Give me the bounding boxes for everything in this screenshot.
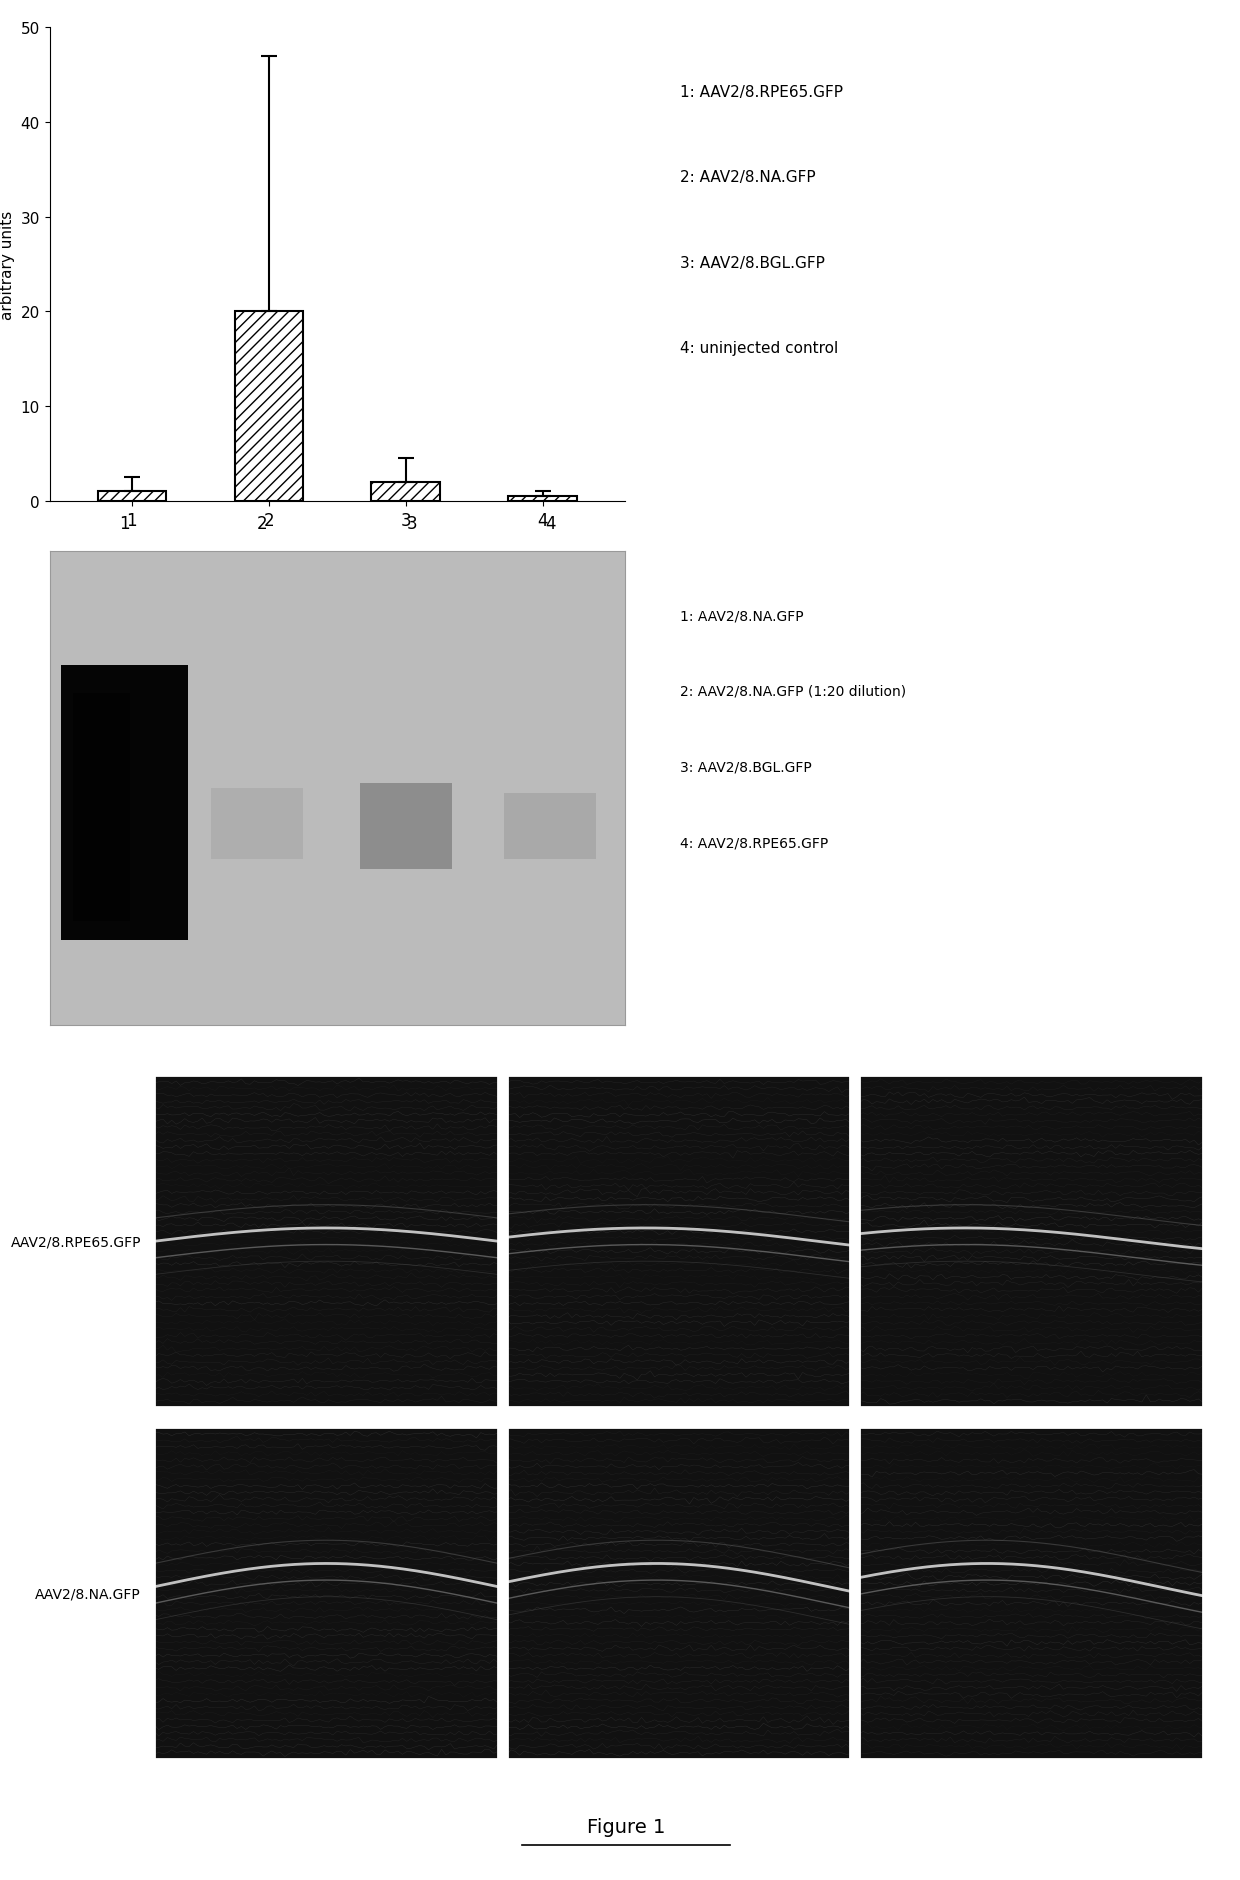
Text: 4: uninjected control: 4: uninjected control (680, 340, 838, 355)
Y-axis label: Relative mRNA expression,
arbitrary units: Relative mRNA expression, arbitrary unit… (0, 162, 15, 368)
Text: 2: AAV2/8.NA.GFP (1:20 dilution): 2: AAV2/8.NA.GFP (1:20 dilution) (680, 684, 906, 699)
Text: 3: AAV2/8.BGL.GFP: 3: AAV2/8.BGL.GFP (680, 256, 825, 271)
Text: AAV2/8.RPE65.GFP: AAV2/8.RPE65.GFP (11, 1235, 141, 1248)
Text: 2: AAV2/8.NA.GFP: 2: AAV2/8.NA.GFP (680, 171, 816, 186)
Bar (372, 483, 440, 502)
Text: 2: 2 (257, 515, 268, 532)
Bar (211, 788, 303, 859)
Text: 1: 1 (119, 515, 130, 532)
Text: 4: 4 (544, 515, 556, 532)
Bar (234, 312, 303, 502)
Text: 1: AAV2/8.NA.GFP: 1: AAV2/8.NA.GFP (680, 609, 804, 622)
Text: 4: AAV2/8.RPE65.GFP: 4: AAV2/8.RPE65.GFP (680, 837, 828, 850)
Bar (505, 793, 596, 859)
Bar (361, 784, 453, 869)
Bar (73, 694, 130, 921)
Bar (98, 493, 166, 502)
Text: 3: AAV2/8.BGL.GFP: 3: AAV2/8.BGL.GFP (680, 760, 811, 775)
Text: AAV2/8.NA.GFP: AAV2/8.NA.GFP (35, 1587, 141, 1600)
Text: Figure 1: Figure 1 (587, 1818, 666, 1837)
Text: 1: AAV2/8.RPE65.GFP: 1: AAV2/8.RPE65.GFP (680, 85, 843, 100)
Text: 3: 3 (407, 515, 418, 532)
Bar (508, 496, 577, 502)
Bar (61, 666, 187, 940)
